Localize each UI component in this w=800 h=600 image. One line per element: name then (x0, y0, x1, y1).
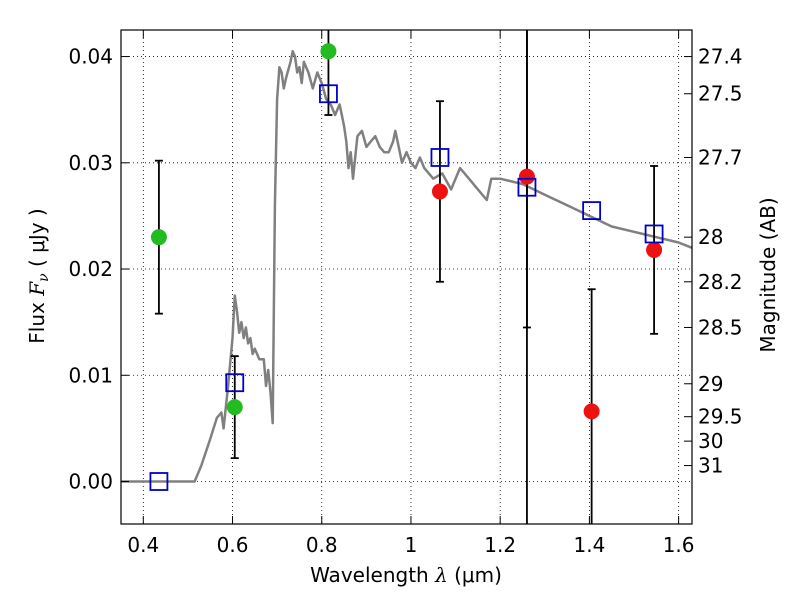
right-tick-label-4: 28.2 (698, 270, 743, 294)
plot-frame (120, 29, 693, 525)
x-axis-label-prefix: Wavelength (310, 563, 435, 587)
red-point-1 (518, 168, 535, 185)
red-point-0 (431, 183, 448, 200)
red-point-3 (646, 241, 663, 258)
model-photometry-square-3 (430, 148, 450, 167)
data-point-layer (149, 43, 664, 491)
y-axis-label: Flux Fν ( μJy ) (25, 208, 52, 343)
y-axis-label-prefix: Flux (25, 296, 49, 344)
y-tick-label-4: 0.04 (68, 45, 113, 69)
right-tick-label-6: 29 (698, 372, 723, 396)
right-tick-label-1: 27.5 (698, 82, 743, 106)
x-tick-label-2: 0.8 (306, 533, 338, 557)
model-spectrum-line (121, 49, 693, 483)
model-photometry-square-2 (319, 84, 338, 104)
x-tick-label-0: 0.4 (127, 533, 159, 557)
model-spectrum-layer (121, 49, 693, 483)
model-photometry-square-1 (225, 373, 245, 393)
x-axis-label-symbol: λ (434, 563, 448, 587)
tick-layer: 0.4 0.6 0.8 1 1.2 1.4 1.6 0.00 0.01 0.02 0.03 0.04 2… (68, 30, 743, 557)
right-tick-label-9: 31 (698, 454, 723, 478)
right-axis-label: Magnitude (AB) (756, 197, 780, 352)
right-tick-label-2: 27.7 (698, 145, 743, 169)
right-tick-label-5: 28.5 (698, 315, 743, 339)
green-point-0 (150, 229, 167, 246)
x-tick-label-4: 1.2 (484, 533, 516, 557)
right-tick-label-0: 27.4 (698, 45, 743, 69)
model-photometry-square-6 (644, 224, 664, 244)
x-tick-label-5: 1.4 (573, 533, 605, 557)
y-axis-label-unit: ( μJy ) (25, 208, 49, 273)
y-tick-label-2: 0.02 (68, 257, 113, 281)
right-tick-label-7: 29.5 (698, 405, 743, 429)
y-axis-label-symbol: F (25, 281, 49, 297)
plot-border (120, 29, 693, 525)
model-photometry-square-0 (149, 472, 169, 491)
x-axis-label-unit: (μm) (448, 563, 502, 587)
y-tick-label-3: 0.03 (68, 151, 113, 175)
x-tick-label-6: 1.6 (663, 533, 695, 557)
errorbar-layer (154, 30, 659, 524)
x-axis-label: Wavelength λ (μm) (310, 563, 502, 587)
x-tick-label-1: 0.6 (217, 533, 249, 557)
model-photometry-square-5 (582, 201, 602, 221)
model-photometry-square-4 (517, 177, 537, 197)
red-point-2 (583, 403, 600, 420)
x-tick-label-3: 1 (405, 533, 418, 557)
right-tick-label-3: 28 (698, 225, 723, 249)
green-point-1 (226, 399, 243, 416)
y-axis-label-subscript: ν (36, 273, 52, 282)
y-tick-label-1: 0.01 (68, 363, 113, 387)
green-point-2 (320, 43, 337, 60)
y-tick-label-0: 0.00 (68, 470, 113, 494)
right-tick-label-8: 30 (698, 429, 723, 453)
